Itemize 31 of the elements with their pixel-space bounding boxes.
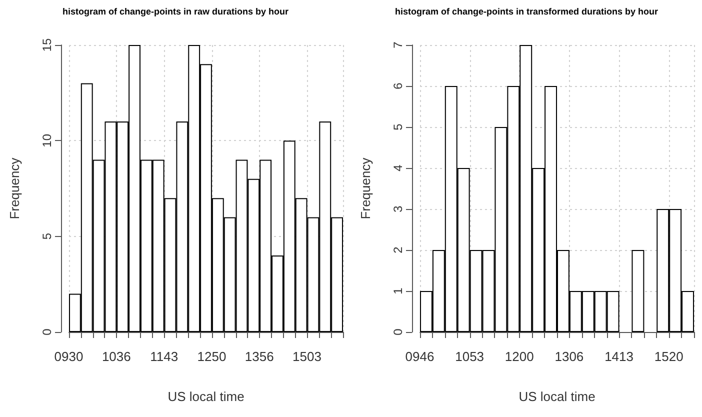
- x-tick-label: 1053: [455, 349, 484, 364]
- y-tick-label: 1: [391, 287, 405, 294]
- y-tick-label: 5: [40, 232, 54, 240]
- y-tick-label: 0: [391, 328, 405, 336]
- y-tick-label: 0: [40, 328, 54, 336]
- y-tick-label: 10: [40, 134, 54, 148]
- y-tick-label: 5: [391, 123, 405, 130]
- x-tick-label: 1250: [197, 349, 226, 364]
- x-tick-label: 1200: [504, 349, 534, 364]
- y-tick-label: 6: [391, 82, 405, 90]
- x-tick-label: 1356: [244, 349, 274, 364]
- x-tick-label: 1036: [102, 349, 131, 364]
- x-axis-title: US local time: [168, 389, 244, 404]
- y-tick-label: 2: [391, 246, 405, 254]
- x-tick-label: 0930: [54, 349, 84, 364]
- x-tick-label: 1143: [150, 349, 178, 364]
- bar: [632, 250, 644, 332]
- y-axis-title: Frequency: [358, 157, 373, 220]
- y-tick-label: 15: [40, 38, 54, 52]
- x-tick-label: 0946: [405, 349, 434, 364]
- y-tick-label: 7: [391, 41, 405, 48]
- y-tick-label: 3: [391, 205, 405, 212]
- x-tick-label: 1306: [554, 349, 584, 364]
- x-tick-label: 1520: [654, 349, 684, 364]
- x-tick-label: 1413: [604, 349, 634, 364]
- x-tick-label: 1503: [292, 349, 322, 364]
- y-axis-title: Frequency: [7, 157, 22, 220]
- chart-title: histogram of change-points in raw durations by hour: [62, 6, 289, 16]
- chart-title: histogram of change-points in transformed durations by hour: [394, 6, 658, 16]
- y-tick-label: 4: [391, 164, 405, 172]
- x-axis-title: US local time: [518, 389, 596, 404]
